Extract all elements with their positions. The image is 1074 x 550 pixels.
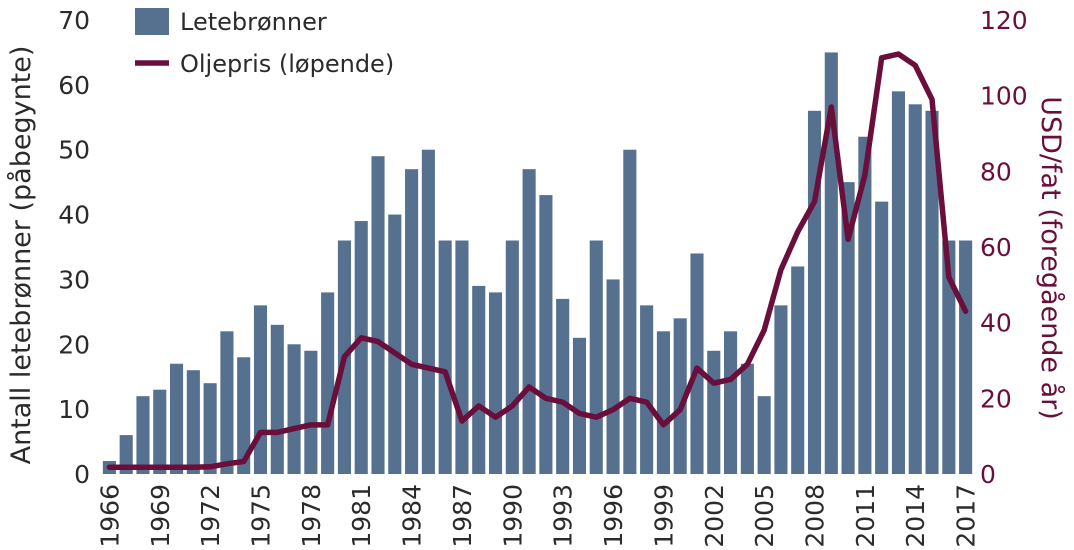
bar-2008 [807, 110, 822, 475]
x-tick-1987: 1987 [448, 484, 477, 548]
bar-2000 [673, 318, 687, 474]
left-y-axis-ticks: 0 10 20 30 40 50 60 70 [58, 6, 90, 489]
legend-bar-swatch [135, 8, 169, 35]
bar-1971 [186, 370, 200, 474]
bar-1996 [606, 279, 620, 474]
bar-1988 [472, 285, 486, 474]
x-tick-1978: 1978 [297, 484, 326, 548]
right-axis-title: USD/fat (foregående år) [1035, 96, 1066, 420]
bar-1974 [237, 357, 251, 474]
bar-1968 [136, 396, 150, 474]
bar-2014 [908, 104, 922, 474]
bar-1969 [153, 389, 167, 474]
bar-1993 [556, 298, 570, 474]
x-tick-1969: 1969 [146, 484, 175, 548]
bar-1989 [488, 292, 503, 474]
bar-2013 [891, 91, 905, 474]
bar-1991 [522, 169, 536, 475]
bar-1992 [539, 195, 553, 475]
x-tick-1966: 1966 [95, 484, 124, 548]
left-y-tick-10: 10 [58, 395, 90, 424]
x-tick-2002: 2002 [700, 484, 729, 548]
x-tick-2011: 2011 [851, 484, 880, 548]
x-tick-1981: 1981 [347, 484, 376, 548]
bar-2001 [690, 253, 704, 474]
legend: Letebrønner Oljepris (løpende) [135, 8, 394, 78]
x-tick-2008: 2008 [801, 484, 830, 548]
bar-1999 [656, 331, 670, 474]
bar-2010 [841, 182, 855, 474]
right-y-tick-60: 60 [980, 233, 1012, 262]
bar-2005 [757, 396, 771, 474]
bar-2009 [824, 52, 838, 475]
bar-1967 [119, 435, 133, 474]
bar-2017 [959, 240, 973, 474]
right-y-tick-0: 0 [980, 460, 996, 489]
bar-2007 [791, 266, 805, 474]
x-tick-1993: 1993 [549, 484, 578, 548]
bar-2002 [707, 350, 721, 474]
left-y-tick-20: 20 [58, 330, 90, 359]
bar-1987 [455, 240, 469, 474]
x-tick-2005: 2005 [750, 484, 779, 548]
oil-price-line [106, 51, 969, 470]
bar-1983 [388, 214, 402, 474]
left-y-tick-60: 60 [58, 71, 90, 100]
x-tick-1975: 1975 [246, 484, 275, 548]
right-y-axis-ticks: 0 20 40 60 80 100 120 [980, 6, 1028, 489]
x-tick-1984: 1984 [398, 484, 427, 548]
bar-1984 [405, 169, 419, 475]
left-y-tick-40: 40 [58, 201, 90, 230]
bar-1973 [220, 331, 234, 474]
bar-1990 [505, 240, 519, 474]
left-y-tick-0: 0 [74, 460, 90, 489]
bar-1982 [371, 156, 385, 474]
bar-1972 [203, 383, 217, 474]
bar-1995 [589, 240, 603, 474]
bar-2004 [740, 363, 754, 474]
legend-line-label: Oljepris (løpende) [180, 50, 394, 78]
bar-1977 [287, 344, 301, 474]
x-tick-1996: 1996 [599, 484, 628, 548]
right-y-tick-100: 100 [980, 82, 1028, 111]
bar-1998 [640, 305, 654, 474]
bar-1975 [253, 305, 268, 474]
bar-1970 [170, 363, 184, 474]
x-tick-1990: 1990 [498, 484, 527, 548]
bar-1994 [572, 337, 587, 474]
bar-2012 [875, 201, 889, 474]
bar-2016 [942, 240, 956, 474]
x-tick-1999: 1999 [649, 484, 678, 548]
bar-1986 [438, 240, 452, 474]
bar-2015 [925, 110, 939, 475]
right-y-tick-40: 40 [980, 309, 1012, 338]
x-axis-ticks: 1966 1969 1972 1975 1978 1981 1984 1987 1990 1993… [95, 484, 980, 548]
left-y-tick-30: 30 [58, 265, 90, 294]
bar-1978 [304, 350, 318, 474]
right-y-tick-120: 120 [980, 6, 1028, 35]
left-axis-title: Antall letebrønner (påbegynte) [6, 46, 37, 465]
right-y-tick-80: 80 [980, 157, 1012, 186]
left-y-tick-50: 50 [58, 136, 90, 165]
bar-1981 [354, 221, 368, 474]
left-y-tick-70: 70 [58, 6, 90, 35]
x-tick-1972: 1972 [196, 484, 225, 548]
right-y-tick-20: 20 [980, 384, 1012, 413]
bar-series [102, 52, 973, 475]
bar-1976 [270, 324, 284, 474]
bar-1997 [623, 149, 637, 474]
bar-1979 [321, 292, 335, 474]
x-tick-2017: 2017 [952, 484, 981, 548]
bar-1985 [421, 149, 435, 474]
bar-2006 [774, 305, 788, 474]
legend-bar-label: Letebrønner [180, 8, 327, 36]
bar-2011 [858, 136, 872, 475]
bar-2003 [724, 331, 738, 474]
x-tick-2014: 2014 [901, 484, 930, 548]
